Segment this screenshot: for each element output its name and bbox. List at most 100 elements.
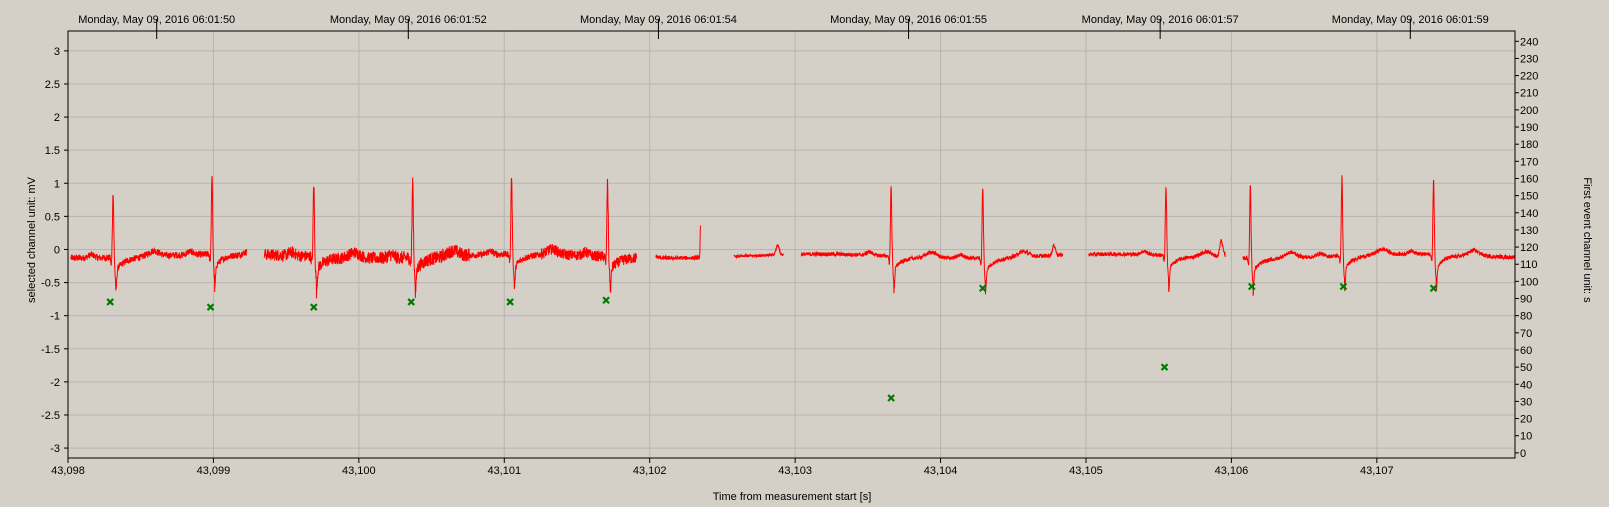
event-marker-stroke (978, 284, 987, 293)
top-axis-date-label: Monday, May 09, 2016 06:01:57 (1082, 14, 1239, 26)
event-marker (1339, 282, 1348, 291)
left-y-tick-label: -1.5 (41, 344, 60, 356)
right-y-axis: 2402302202102001901801701601501401301201… (1515, 36, 1538, 460)
left-y-tick-label: 2.5 (45, 79, 60, 91)
event-marker (602, 296, 610, 305)
ecg-segment (800, 186, 1064, 295)
ecg-segment (540, 178, 638, 293)
top-time-axis: Monday, May 09, 2016 06:01:50 Monday, May… (78, 14, 1489, 39)
event-marker-stroke (1247, 282, 1256, 291)
x-tick-label: 43,104 (924, 465, 958, 477)
x-tick-label: 43,099 (197, 465, 231, 477)
right-y-tick-label: 200 (1520, 105, 1538, 117)
right-y-axis-title: First event channel unit: s (1581, 177, 1593, 303)
right-y-tick-label: 190 (1520, 122, 1538, 134)
x-tick-label: 43,105 (1069, 465, 1103, 477)
top-axis-date-label: Monday, May 09, 2016 06:01:55 (830, 14, 987, 26)
event-marker-stroke (887, 394, 895, 402)
event-marker-stroke (602, 296, 610, 305)
right-y-tick-label: 130 (1520, 225, 1538, 237)
left-y-tick-label: -0.5 (41, 278, 60, 290)
right-y-tick-label: 140 (1520, 208, 1538, 220)
ecg-segment (263, 186, 382, 299)
right-y-tick-label: 170 (1520, 156, 1538, 168)
left-y-tick-label: 1.5 (45, 145, 60, 157)
right-y-tick-label: 240 (1520, 36, 1538, 48)
left-y-axis: 3 2.5 2 1.5 1 0.5 0 -0.5 -1 -1.5 -2 -2.5 -3 (41, 46, 68, 455)
top-axis-date-label: Monday, May 09, 2016 06:01:50 (78, 14, 235, 26)
event-marker-stroke (407, 298, 415, 306)
ecg-segment (380, 177, 470, 298)
event-marker (309, 303, 318, 311)
right-y-tick-label: 70 (1520, 328, 1532, 340)
x-tick-label: 43,102 (633, 465, 667, 477)
left-y-tick-label: -2.5 (41, 410, 60, 422)
event-marker (106, 298, 114, 306)
bottom-x-axis: 43,098 43,099 43,100 43,101 43,102 43,103 43,1… (51, 458, 1394, 477)
right-y-tick-label: 90 (1520, 294, 1532, 306)
plot-frame (67, 30, 1516, 459)
right-y-tick-label: 210 (1520, 88, 1538, 100)
top-axis-date-label: Monday, May 09, 2016 06:01:54 (580, 14, 737, 26)
left-y-tick-label: -1 (50, 311, 60, 323)
plot-area (68, 31, 1515, 458)
ecg-segment (1088, 186, 1226, 293)
event-marker-stroke (206, 303, 215, 311)
right-y-tick-label: 100 (1520, 276, 1538, 288)
right-y-tick-label: 110 (1520, 259, 1538, 271)
right-y-tick-label: 120 (1520, 242, 1538, 254)
ecg-segment (1242, 175, 1516, 296)
event-marker-stroke (1339, 282, 1348, 291)
event-marker-stroke (506, 298, 514, 306)
event-marker (407, 298, 415, 306)
event-marker (978, 284, 987, 293)
event-marker (887, 394, 895, 402)
right-y-tick-label: 40 (1520, 379, 1532, 391)
ecg-signal-series (70, 175, 1516, 299)
right-y-tick-label: 30 (1520, 396, 1532, 408)
left-y-tick-label: 0.5 (45, 211, 60, 223)
right-y-tick-label: 20 (1520, 414, 1532, 426)
right-y-tick-label: 160 (1520, 173, 1538, 185)
right-y-tick-label: 230 (1520, 53, 1538, 65)
left-y-tick-label: 3 (54, 46, 60, 58)
event-marker (1429, 284, 1438, 293)
right-y-tick-label: 80 (1520, 311, 1532, 323)
top-axis-date-label: Monday, May 09, 2016 06:01:59 (1332, 14, 1489, 26)
right-y-tick-label: 60 (1520, 345, 1532, 357)
left-y-tick-label: 2 (54, 112, 60, 124)
x-tick-label: 43,107 (1360, 465, 1394, 477)
x-axis-title: Time from measurement start [s] (713, 491, 872, 503)
left-y-tick-label: 1 (54, 178, 60, 190)
event-marker (1247, 282, 1256, 291)
event-marker-stroke (1429, 284, 1438, 293)
right-y-tick-label: 0 (1520, 448, 1526, 460)
event-marker (206, 303, 215, 311)
ecg-segment (468, 178, 541, 290)
right-y-tick-label: 220 (1520, 71, 1538, 83)
x-tick-label: 43,103 (778, 465, 812, 477)
ecg-segment (655, 225, 701, 262)
event-marker-stroke (1160, 363, 1169, 371)
left-y-tick-label: -2 (50, 377, 60, 389)
event-markers-series (106, 282, 1438, 402)
top-axis-date-label: Monday, May 09, 2016 06:01:52 (330, 14, 487, 26)
ecg-segment (70, 175, 248, 293)
right-y-tick-label: 180 (1520, 139, 1538, 151)
right-y-tick-label: 50 (1520, 362, 1532, 374)
event-marker (1160, 363, 1169, 371)
left-y-axis-title: selected channel unit: mV (26, 176, 38, 303)
x-tick-label: 43,098 (51, 465, 85, 477)
left-y-tick-label: 0 (54, 244, 60, 256)
event-marker-stroke (106, 298, 114, 306)
x-tick-label: 43,100 (342, 465, 376, 477)
x-tick-label: 43,106 (1215, 465, 1249, 477)
right-y-tick-label: 10 (1520, 431, 1532, 443)
left-y-tick-label: -3 (50, 443, 60, 455)
x-tick-label: 43,101 (487, 465, 521, 477)
right-y-tick-label: 150 (1520, 191, 1538, 203)
event-marker-stroke (309, 303, 318, 311)
ecg-segment (733, 244, 784, 260)
event-marker (506, 298, 514, 306)
